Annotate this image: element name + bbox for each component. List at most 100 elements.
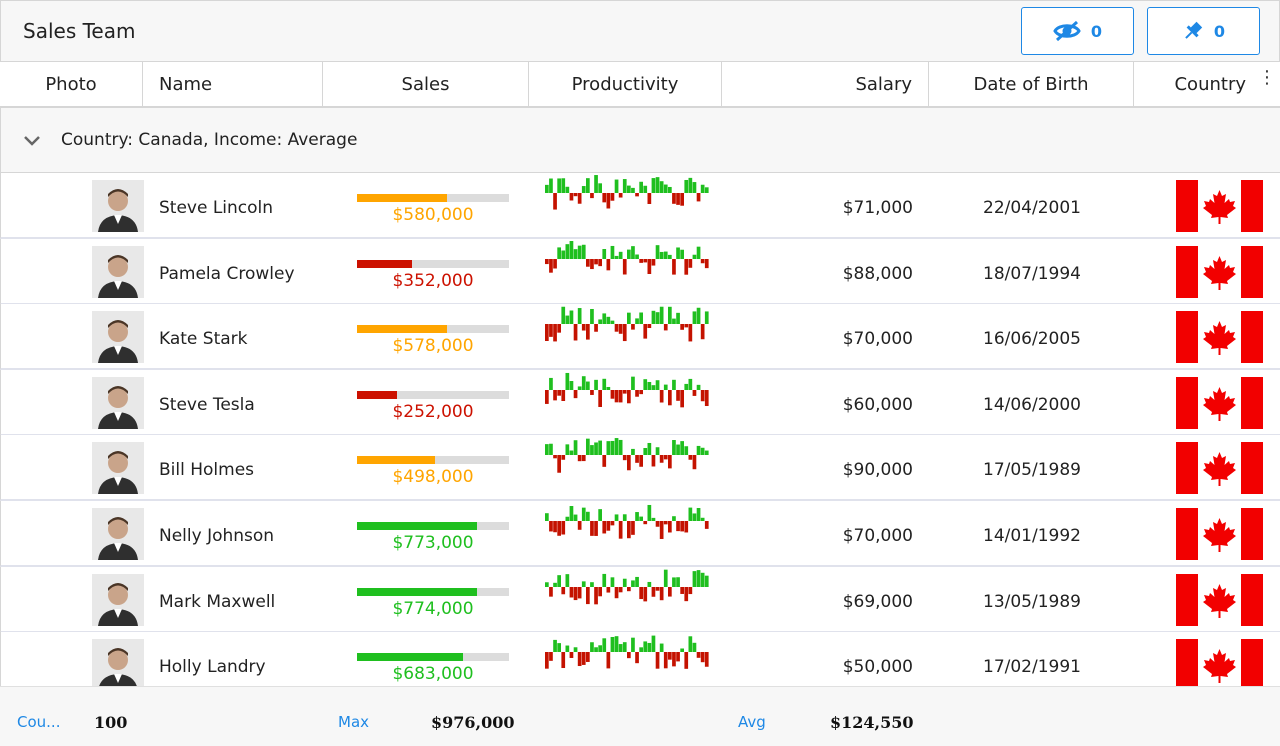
sparkline-bar: [545, 390, 549, 404]
table-row[interactable]: Pamela Crowley $352,000 $88,000 18/07/1994: [0, 239, 1280, 305]
sparkline-bar: [688, 378, 693, 390]
hidden-columns-button[interactable]: 0: [1021, 7, 1134, 55]
count-summary-label[interactable]: Cou...: [17, 713, 61, 731]
column-header-country[interactable]: Country: [1174, 74, 1246, 95]
sparkline-bar: [680, 648, 684, 652]
sparkline-bar: [663, 251, 668, 259]
table-row[interactable]: Steve Lincoln $580,000 $71,000 22/04/2001: [0, 173, 1280, 239]
sparkline-bar: [631, 376, 635, 390]
sparkline-bar: [672, 652, 676, 667]
employee-name: Kate Stark: [159, 329, 248, 349]
sparkline-bar: [618, 193, 623, 198]
sparkline-bar: [577, 455, 582, 462]
pinned-columns-button[interactable]: 0: [1147, 7, 1260, 55]
sparkline-bar: [692, 513, 697, 521]
sparkline-bar: [668, 254, 672, 259]
sparkline-bar: [635, 318, 639, 324]
sparkline-bar: [668, 186, 672, 193]
employee-name: Bill Holmes: [159, 460, 255, 480]
grid-body[interactable]: Steve Lincoln $580,000 $71,000 22/04/2001 Pa…: [0, 173, 1280, 686]
sparkline-bar: [602, 573, 607, 587]
sparkline-bar: [606, 441, 611, 455]
sparkline-bar: [639, 455, 643, 467]
column-header-sales[interactable]: Sales: [323, 62, 529, 107]
sparkline-bar: [627, 521, 631, 539]
table-row[interactable]: Holly Landry $683,000 $50,000 17/02/1991: [0, 632, 1280, 686]
sparkline-bar: [668, 587, 672, 597]
sparkline-bar: [577, 386, 582, 390]
sparkline-bar: [545, 444, 549, 455]
sparkline-bar: [651, 635, 656, 652]
column-menu-icon[interactable]: ⋮: [1258, 67, 1276, 88]
sparkline-bar: [569, 381, 574, 390]
sparkline-bar: [696, 652, 701, 658]
table-row[interactable]: Nelly Johnson $773,000 $70,000 14/01/1992: [0, 501, 1280, 567]
table-row[interactable]: Mark Maxwell $774,000 $69,000 13/05/1989: [0, 567, 1280, 633]
sparkline-bar: [622, 642, 627, 652]
sales-progress-fill: [357, 522, 478, 530]
avg-summary-label[interactable]: Avg: [738, 713, 766, 731]
productivity-sparkline: [545, 175, 709, 210]
sparkline-bar: [643, 379, 648, 390]
date-of-birth-value: 14/06/2000: [983, 395, 1081, 415]
sparkline-bar: [581, 376, 586, 390]
sparkline-bar: [557, 575, 561, 587]
sparkline-bar: [627, 652, 631, 659]
sparkline-bar: [549, 259, 553, 273]
sparkline-bar: [692, 182, 697, 193]
sparkline-bar: [606, 652, 611, 669]
date-of-birth-value: 14/01/1992: [983, 526, 1081, 546]
sparkline-bar: [704, 187, 709, 193]
sparkline-bar: [668, 390, 672, 406]
sales-progress-bar: [357, 391, 509, 399]
group-row[interactable]: Country: Canada, Income: Average: [0, 108, 1280, 173]
column-header-photo[interactable]: Photo: [0, 62, 143, 107]
sparkline-bar: [598, 390, 602, 407]
column-header-date-of-birth[interactable]: Date of Birth: [929, 62, 1134, 107]
sparkline-bar: [590, 308, 594, 324]
sparkline-bar: [573, 249, 578, 259]
sparkline-bar: [553, 259, 557, 269]
sparkline-bar: [586, 381, 590, 390]
sales-progress-bar: [357, 194, 509, 202]
sparkline-bar: [684, 652, 689, 669]
sparkline-bar: [684, 446, 689, 455]
sparkline-bar: [577, 193, 582, 204]
table-row[interactable]: Bill Holmes $498,000 $90,000 17/05/1989: [0, 435, 1280, 501]
sparkline-bar: [581, 324, 586, 331]
sparkline-bar: [622, 324, 627, 342]
column-header-productivity[interactable]: Productivity: [529, 62, 722, 107]
sparkline-bar: [614, 438, 619, 455]
sparkline-bar: [622, 578, 627, 587]
page-title: Sales Team: [23, 19, 136, 43]
sparkline-bar: [696, 445, 701, 455]
sparkline-bar: [553, 390, 557, 401]
sparkline-bar: [643, 259, 648, 263]
canada-flag-icon: [1176, 246, 1263, 298]
sparkline-bar: [663, 521, 668, 525]
sales-value: $352,000: [392, 271, 474, 291]
sparkline-bar: [663, 455, 668, 460]
sparkline-bar: [565, 574, 570, 587]
sparkline-bar: [569, 506, 574, 521]
table-row[interactable]: Steve Tesla $252,000 $60,000 14/06/2000: [0, 370, 1280, 436]
sparkline-bar: [598, 319, 602, 324]
column-header-name[interactable]: Name: [143, 62, 323, 107]
max-summary-label[interactable]: Max: [338, 713, 370, 731]
sparkline-bar: [700, 652, 705, 663]
sparkline-bar: [663, 384, 668, 390]
sparkline-bar: [647, 324, 652, 329]
sparkline-bar: [672, 259, 676, 275]
sparkline-bar: [680, 441, 684, 455]
sparkline-bar: [590, 193, 594, 199]
salary-value: $60,000: [842, 395, 913, 415]
column-header-salary[interactable]: Salary: [722, 62, 929, 107]
sparkline-bar: [602, 378, 607, 390]
sparkline-bar: [668, 306, 672, 324]
sparkline-bar: [700, 517, 705, 521]
sparkline-bar: [549, 178, 553, 193]
sparkline-bar: [688, 507, 693, 521]
sparkline-bar: [577, 652, 582, 667]
table-row[interactable]: Kate Stark $578,000 $70,000 16/06/2005: [0, 304, 1280, 370]
chevron-down-icon[interactable]: [23, 132, 41, 151]
